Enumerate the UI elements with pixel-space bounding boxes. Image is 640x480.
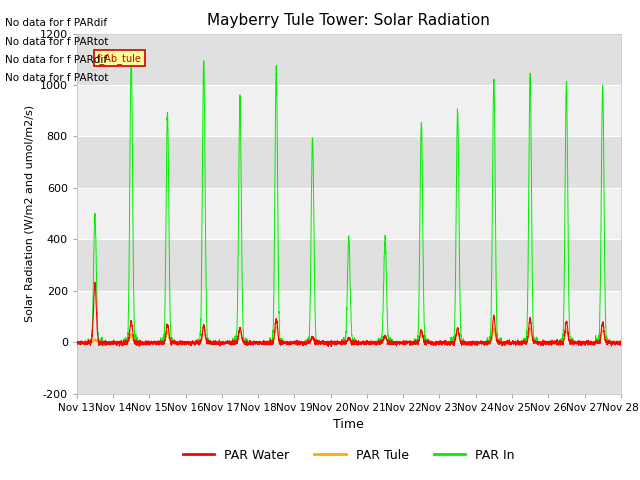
PAR In — [502, 339, 509, 345]
Bar — [77, 188, 621, 240]
PAR Water — [471, 342, 479, 348]
Text: No data for f PARdif: No data for f PARdif — [5, 18, 108, 28]
PAR Water — [73, 340, 81, 346]
PAR Water — [617, 340, 625, 346]
PAR Tule — [617, 339, 625, 345]
PAR Water — [328, 344, 335, 349]
Bar — [77, 136, 621, 188]
PAR Water — [171, 338, 179, 344]
Bar — [77, 342, 621, 394]
PAR In — [73, 339, 81, 345]
PAR Tule — [171, 338, 179, 344]
Line: PAR Tule: PAR Tule — [77, 326, 621, 342]
PAR In — [471, 339, 479, 345]
PAR Water — [329, 341, 337, 347]
Text: No data for f PARtot: No data for f PARtot — [5, 36, 109, 47]
PAR Water — [502, 342, 509, 348]
PAR Tule — [273, 324, 280, 329]
Bar — [77, 291, 621, 342]
PAR In — [616, 339, 624, 345]
PAR Water — [91, 279, 99, 285]
PAR Water — [616, 340, 624, 346]
PAR Tule — [471, 339, 479, 345]
PAR In — [127, 54, 135, 60]
Line: PAR In: PAR In — [77, 57, 621, 342]
Text: f_Ab_tule: f_Ab_tule — [97, 53, 141, 63]
PAR In — [441, 339, 449, 345]
Line: PAR Water: PAR Water — [77, 282, 621, 347]
PAR Tule — [329, 339, 337, 345]
Y-axis label: Solar Radiation (W/m2 and umol/m2/s): Solar Radiation (W/m2 and umol/m2/s) — [24, 105, 34, 322]
PAR Tule — [441, 339, 449, 345]
Text: No data for f PARtot: No data for f PARtot — [5, 73, 109, 83]
Bar — [77, 240, 621, 291]
PAR Water — [441, 340, 449, 346]
PAR Tule — [502, 339, 509, 345]
PAR In — [329, 339, 337, 345]
PAR Tule — [616, 339, 624, 345]
Bar — [77, 34, 621, 85]
Bar — [77, 85, 621, 136]
X-axis label: Time: Time — [333, 418, 364, 431]
PAR In — [617, 339, 625, 345]
PAR In — [171, 339, 179, 345]
Title: Mayberry Tule Tower: Solar Radiation: Mayberry Tule Tower: Solar Radiation — [207, 13, 490, 28]
Legend: PAR Water, PAR Tule, PAR In: PAR Water, PAR Tule, PAR In — [178, 444, 520, 467]
Text: No data for f PARdif: No data for f PARdif — [5, 55, 108, 65]
PAR Tule — [73, 339, 81, 345]
